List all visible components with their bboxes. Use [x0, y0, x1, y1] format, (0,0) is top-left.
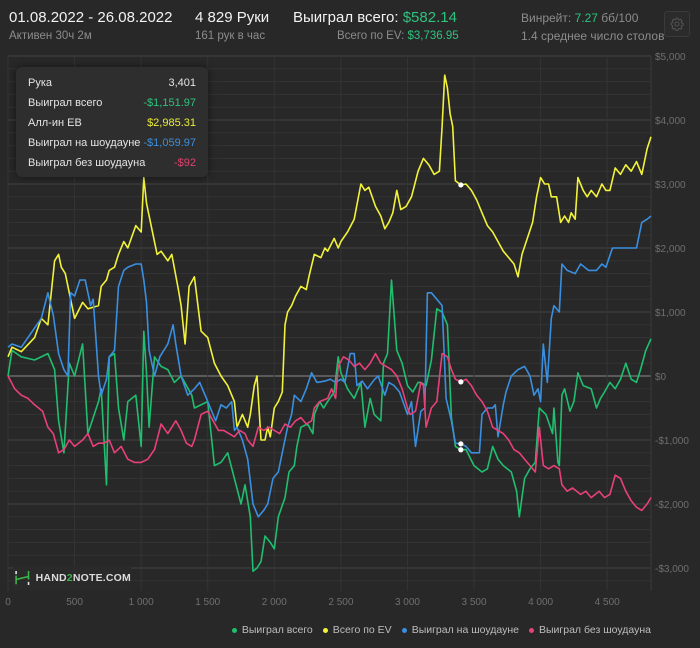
- hand2note-logo-icon: [15, 571, 30, 585]
- x-tick-label: 4 500: [595, 597, 620, 608]
- active-time: Активен 30ч 2м: [9, 30, 92, 42]
- date-range[interactable]: 01.08.2022 - 26.08.2022: [9, 9, 173, 26]
- hover-marker-0: [458, 447, 464, 453]
- y-tick-label: $5,000: [655, 52, 686, 63]
- hands-per-hour: 161 рук в час: [195, 30, 266, 42]
- chart-legend: Выиграл всего Всего по EV Выиграл на шоу…: [231, 624, 651, 636]
- won-total: Выиграл всего: $582.14: [293, 9, 514, 26]
- x-tick-label: 1 000: [129, 597, 154, 608]
- bankroll-chart[interactable]: -$3,000 -$2,000 -$1,000 $0 $1,000 $2,000 $3,00…: [0, 50, 700, 648]
- settings-button[interactable]: [664, 11, 690, 37]
- winrate-unit: бб/100: [601, 11, 639, 25]
- series-line-0: [7, 279, 652, 572]
- y-tick-label: -$3,000: [655, 564, 689, 575]
- avg-tables: 1.4 среднее число столов: [521, 29, 665, 43]
- x-tick-label: 2 000: [262, 597, 287, 608]
- y-tick-label: $4,000: [655, 116, 686, 127]
- x-tick-label: 1 500: [195, 597, 220, 608]
- legend-dot: [231, 627, 237, 633]
- x-tick-label: 3 500: [462, 597, 487, 608]
- x-tick-label: 2 500: [328, 597, 353, 608]
- winrate-block: Винрейт: 7.27 бб/100 1.4 среднее число с…: [521, 9, 664, 43]
- chart-series: [7, 74, 652, 572]
- tooltip-row-showdown: Выиграл на шоудауне -$1,059.97: [28, 137, 196, 149]
- legend-dot: [529, 627, 534, 633]
- x-tick-label: 500: [66, 597, 83, 608]
- legend-dot: [401, 627, 407, 633]
- winrate-value: 7.27: [574, 11, 598, 25]
- tooltip-row-won-total: Выиграл всего -$1,151.97: [28, 97, 196, 109]
- y-tick-label: $2,000: [655, 244, 686, 255]
- hover-marker-2: [458, 441, 464, 447]
- won-total-value: $582.14: [402, 9, 457, 26]
- tooltip-row-non-showdown: Выиграл без шоудауна -$92: [28, 157, 196, 169]
- hover-marker-3: [458, 379, 464, 385]
- winnings-block: Выиграл всего: $582.14 Всего по EV: $3,7…: [293, 9, 514, 42]
- x-axis: 0 500 1 000 1 500 2 000 2 500 3 000 3 500 4 000 4…: [5, 597, 620, 608]
- gear-icon: [670, 17, 684, 31]
- logo-text: HAND2NOTE.COM: [35, 572, 131, 584]
- y-tick-label: $1,000: [655, 308, 686, 319]
- y-tick-label: -$2,000: [655, 500, 689, 511]
- series-line-3: [7, 352, 652, 512]
- tooltip-row-hand: Рука 3,401: [28, 77, 196, 89]
- legend-item-non-showdown[interactable]: Выиграл без шоудауна: [529, 624, 651, 636]
- legend-item-showdown[interactable]: Выиграл на шоудауне: [401, 624, 519, 636]
- won-total-label: Выиграл всего:: [293, 9, 399, 26]
- legend-dot: [322, 627, 328, 633]
- date-range-block: 01.08.2022 - 26.08.2022 Активен 30ч 2м: [9, 9, 172, 42]
- x-tick-label: 3 000: [395, 597, 420, 608]
- hover-markers: [458, 182, 464, 453]
- series-line-2: [7, 215, 652, 518]
- x-tick-label: 0: [5, 597, 11, 608]
- winrate: Винрейт: 7.27 бб/100: [521, 11, 664, 25]
- hands-count: 4 829 Руки: [195, 9, 270, 26]
- y-tick-label: $0: [655, 372, 667, 383]
- y-axis: -$3,000 -$2,000 -$1,000 $0 $1,000 $2,000 $3,00…: [655, 52, 689, 575]
- legend-item-won-total[interactable]: Выиграл всего: [231, 624, 313, 636]
- y-tick-label: -$1,000: [655, 436, 689, 447]
- tooltip-row-allin-ev: Алл-ин EB $2,985.31: [28, 117, 196, 129]
- series-line-1: [7, 74, 652, 441]
- hover-tooltip: Рука 3,401 Выиграл всего -$1,151.97 Алл-…: [16, 67, 208, 177]
- hands-block: 4 829 Руки 161 рук в час: [195, 9, 269, 42]
- hover-marker-1: [458, 182, 464, 188]
- x-tick-label: 4 000: [528, 597, 553, 608]
- header: 01.08.2022 - 26.08.2022 Активен 30ч 2м 4…: [0, 0, 700, 50]
- ev-total: Всего по EV: $3,736.95: [337, 30, 514, 42]
- chart-grid: [7, 55, 652, 591]
- winrate-label: Винрейт:: [521, 11, 572, 25]
- ev-total-value: $3,736.95: [407, 30, 459, 42]
- legend-item-ev-total[interactable]: Всего по EV: [322, 624, 392, 636]
- hand2note-logo: HAND2NOTE.COM: [13, 566, 131, 590]
- ev-total-label: Всего по EV:: [337, 30, 405, 42]
- y-tick-label: $3,000: [655, 180, 686, 191]
